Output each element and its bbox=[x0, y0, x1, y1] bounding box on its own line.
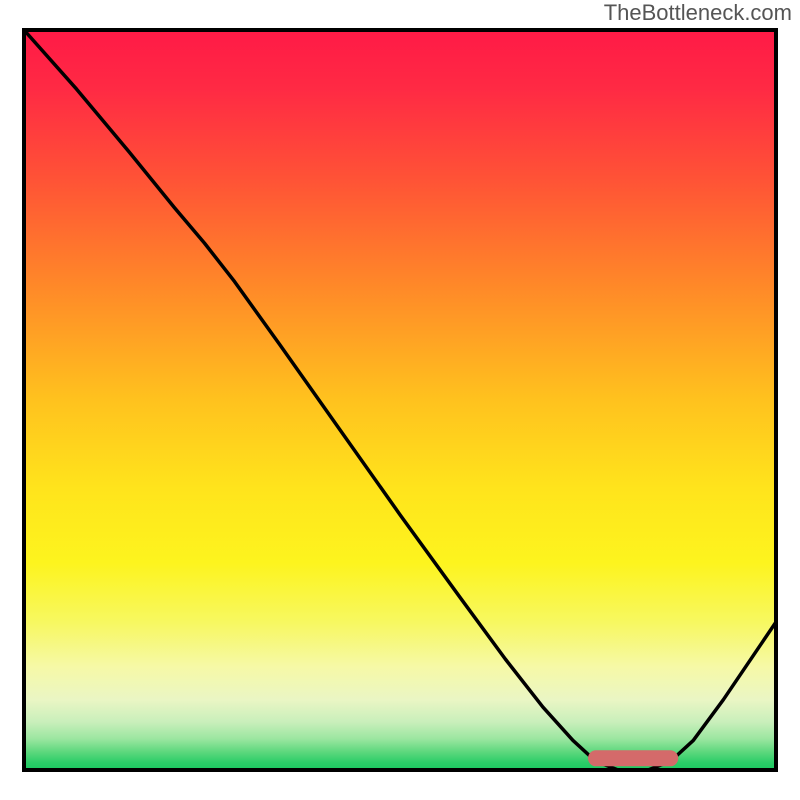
chart-container: { "attribution": { "text": "TheBottlenec… bbox=[0, 0, 800, 800]
gradient-background bbox=[24, 30, 776, 770]
attribution-text: TheBottleneck.com bbox=[604, 0, 792, 26]
optimal-range-bar bbox=[588, 750, 678, 766]
bottleneck-chart bbox=[0, 0, 800, 800]
